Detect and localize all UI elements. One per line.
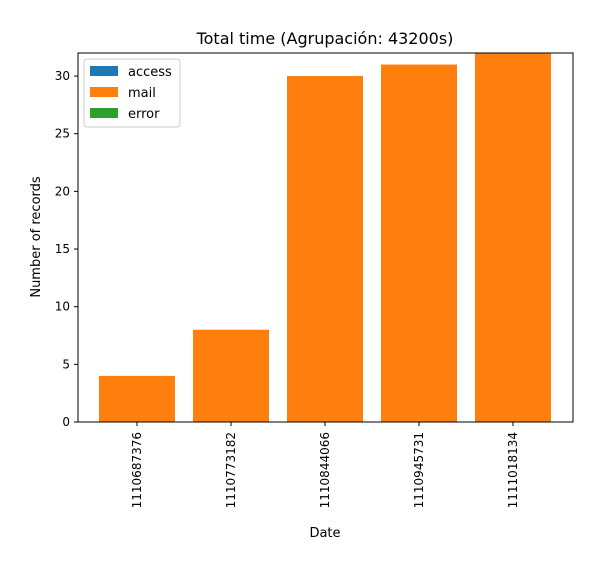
x-tick-label: 1110844066 (318, 432, 332, 508)
y-axis: 0 5 10 15 20 25 30 (55, 69, 78, 429)
x-axis-label: Date (309, 526, 340, 541)
bar-mail-2 (287, 76, 363, 422)
x-tick-label: 1110773182 (224, 432, 238, 508)
legend-swatch-access (90, 66, 118, 76)
legend-label-mail: mail (128, 86, 156, 101)
x-tick-label: 1110945731 (412, 432, 426, 508)
plot-frame (77, 52, 574, 423)
y-tick-label: 25 (55, 127, 70, 141)
y-tick-label: 30 (55, 69, 70, 83)
bar-mail-1 (193, 329, 269, 422)
bar-mail-3 (381, 64, 457, 422)
y-tick-label: 20 (55, 184, 70, 198)
x-axis: 1110687376 1110773182 1110844066 1110945731… (130, 422, 520, 508)
bars (99, 53, 551, 422)
legend-swatch-error (90, 108, 118, 118)
bar-mail-0 (99, 375, 175, 422)
legend-label-access: access (128, 65, 172, 80)
y-tick-label: 0 (62, 415, 70, 429)
y-tick-label: 15 (55, 242, 70, 256)
y-tick-label: 5 (62, 357, 70, 371)
x-tick-label: 1111018134 (506, 432, 520, 508)
chart-title: Total time (Agrupación: 43200s) (196, 29, 454, 48)
x-tick-label: 1110687376 (130, 432, 144, 508)
legend: access mail error (83, 58, 181, 128)
legend-label-error: error (128, 107, 160, 122)
legend-swatch-mail (90, 87, 118, 97)
bar-mail-4 (475, 53, 551, 422)
y-tick-label: 10 (55, 300, 70, 314)
y-axis-label: Number of records (29, 176, 44, 298)
